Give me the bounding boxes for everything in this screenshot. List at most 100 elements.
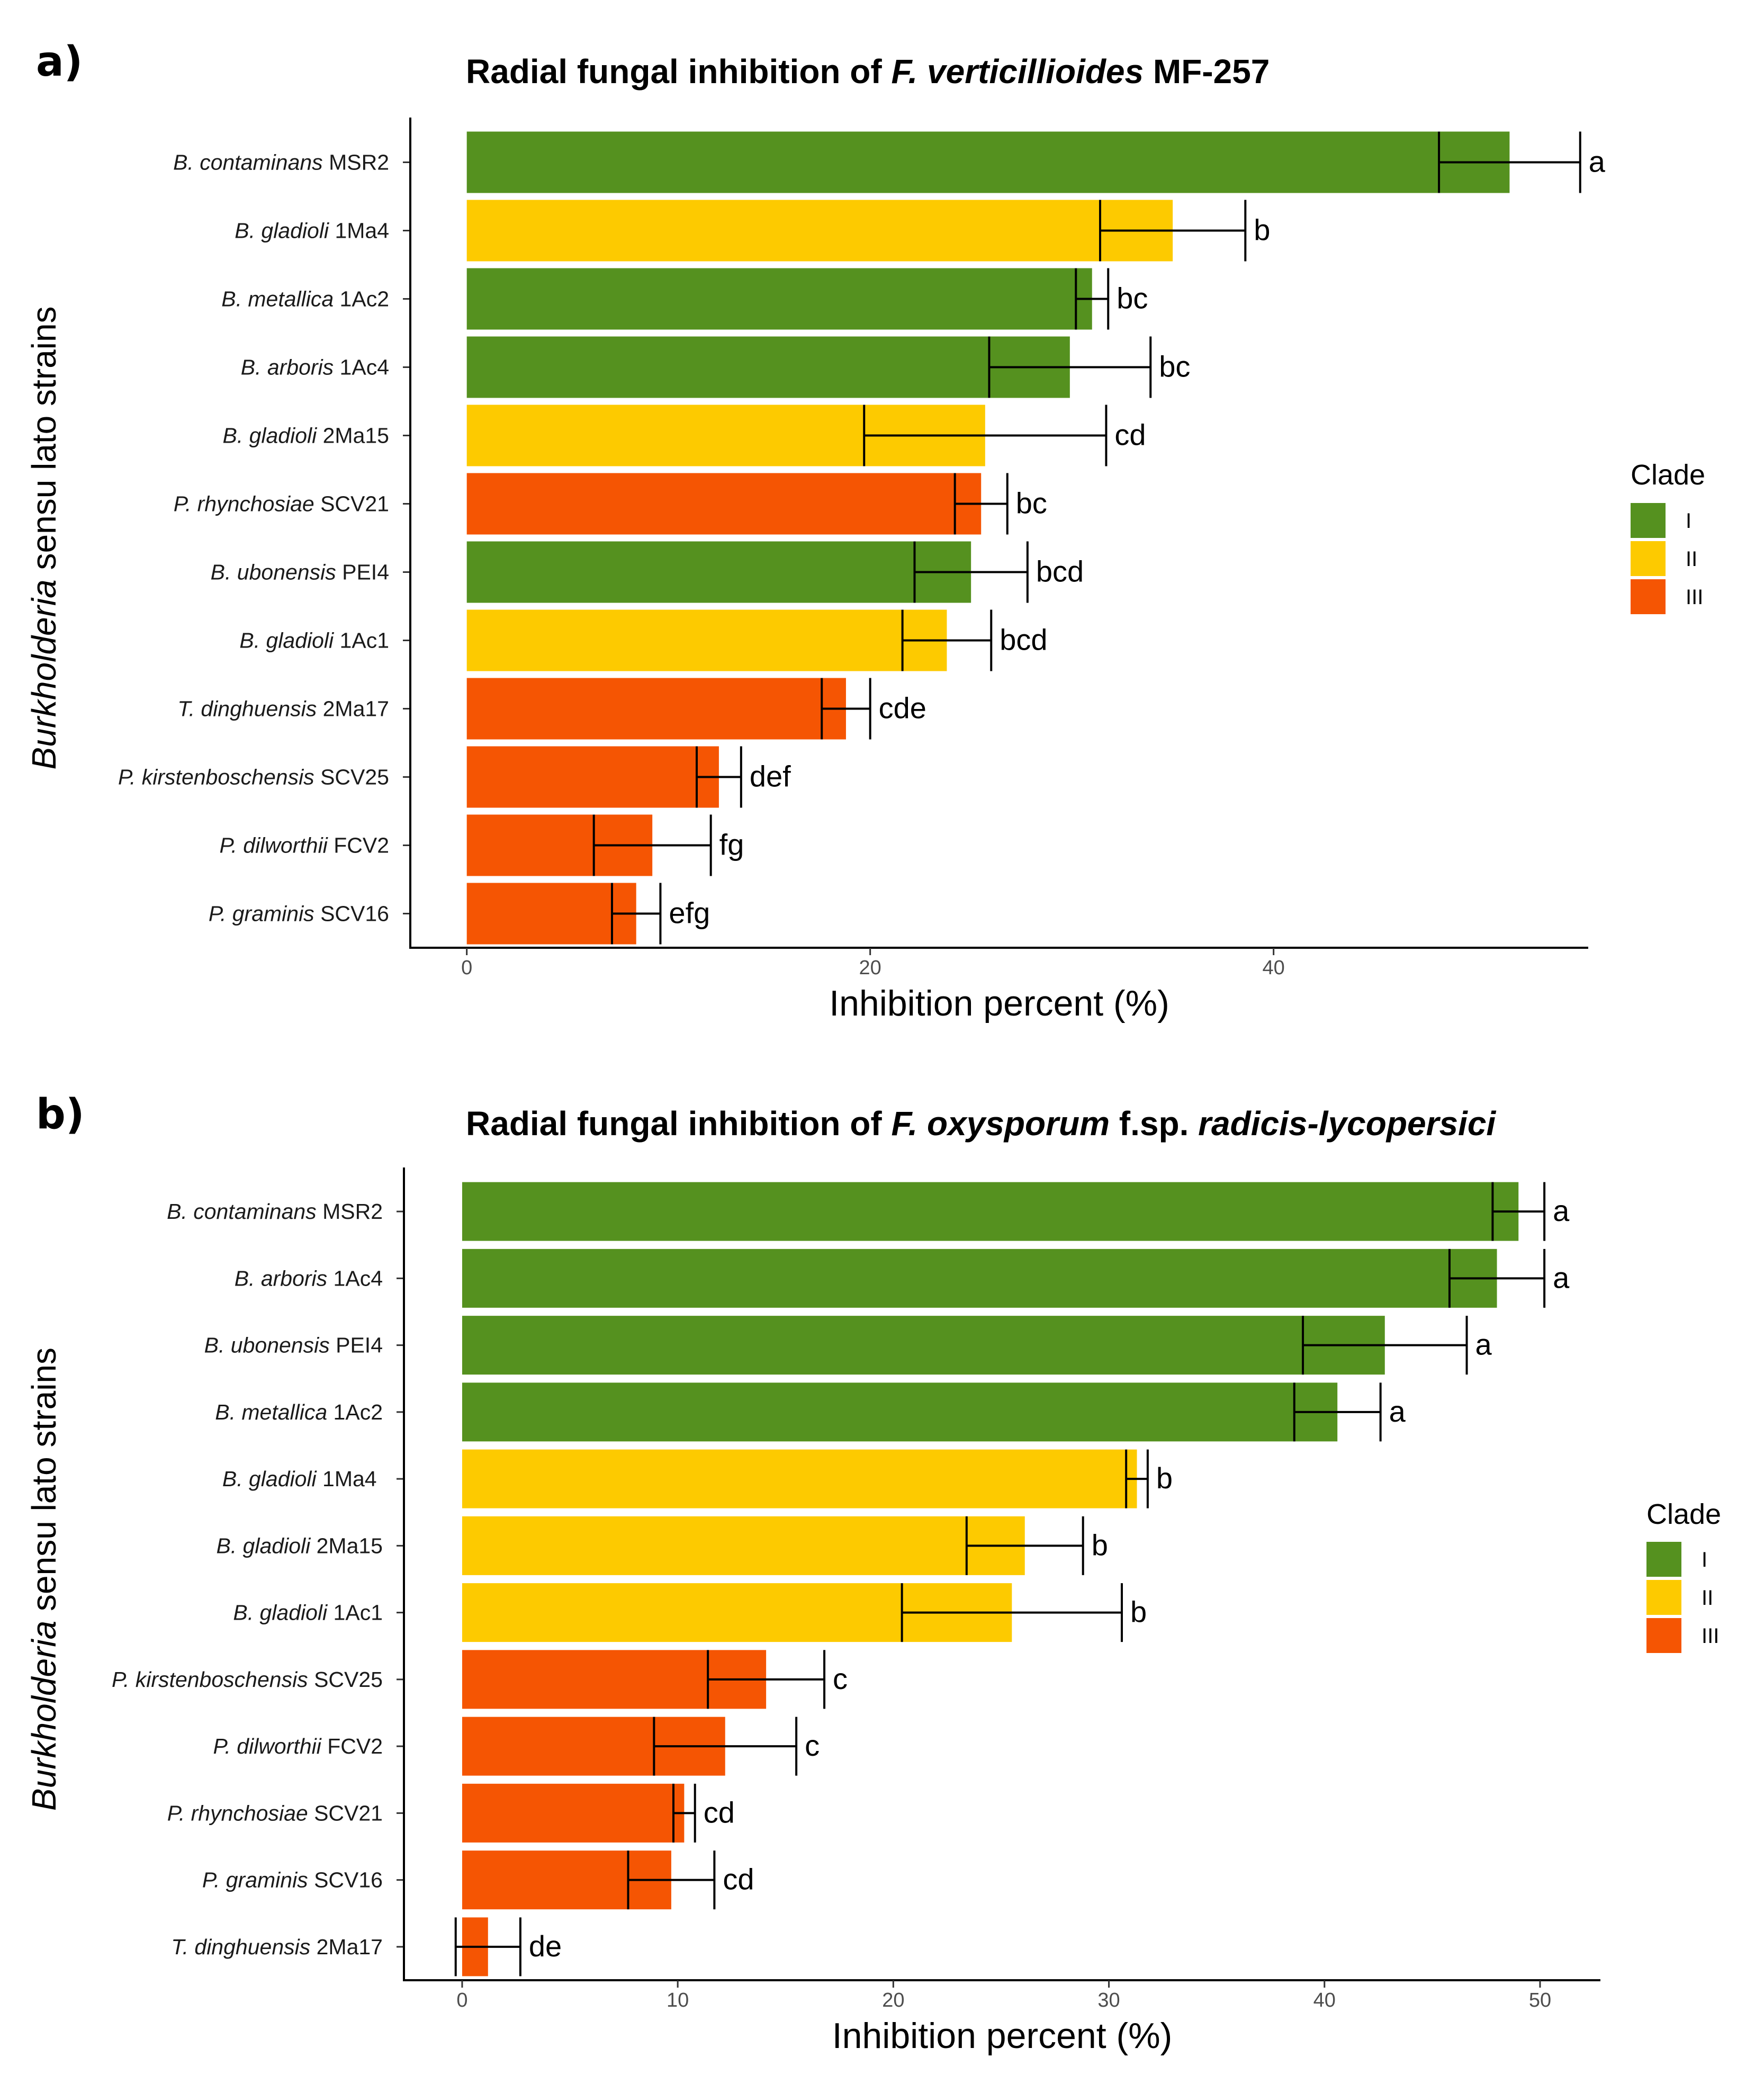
category-label: B. ubonensis PEI4 — [204, 1333, 383, 1358]
x-tick-label: 10 — [667, 1989, 689, 2011]
category-strain: 1Ma4 — [329, 219, 389, 243]
bar — [466, 678, 846, 740]
category-label: B. gladioli 2Ma15 — [222, 424, 389, 448]
category-label: B. arboris 1Ac4 — [241, 355, 389, 380]
x-tick-label: 0 — [461, 957, 472, 979]
category-strain: 1Ac1 — [327, 1601, 383, 1625]
legend-label-ii: II — [1702, 1586, 1713, 1610]
significance-letter: fg — [719, 828, 744, 861]
bar — [466, 609, 947, 671]
category-species: B. ubonensis — [204, 1333, 330, 1358]
bar — [466, 200, 1173, 262]
category-species: P. kirstenboschensis — [112, 1667, 308, 1692]
x-tick-label: 40 — [1313, 1989, 1336, 2011]
y-axis-title: Burkholderia sensu lato strains — [25, 1348, 63, 1811]
y-axis-title: Burkholderia sensu lato strains — [25, 306, 63, 769]
x-axis-title: Inhibition percent (%) — [829, 983, 1169, 1023]
bar — [466, 131, 1510, 193]
category-species: P. dilworthii — [219, 833, 328, 858]
category-label: P. rhynchosiae SCV21 — [174, 492, 389, 516]
significance-letter: de — [529, 1929, 562, 1963]
category-label: B. contaminans MSR2 — [167, 1199, 383, 1224]
chart-panel-a: a B. contaminans MSR2 b B. gladioli 1Ma4 bc B… — [25, 118, 1705, 1023]
category-label: B. gladioli 2Ma15 — [216, 1533, 383, 1558]
significance-letter: bc — [1117, 282, 1148, 315]
significance-letter: b — [1092, 1528, 1108, 1561]
significance-letter: bc — [1159, 350, 1190, 383]
category-strain: SCV16 — [308, 1868, 383, 1892]
category-strain: FCV2 — [328, 833, 389, 858]
category-label: P. rhynchosiae SCV21 — [167, 1801, 383, 1825]
legend-swatch-i — [1631, 503, 1666, 538]
category-label: B. gladioli 1Ma4 — [235, 219, 389, 243]
category-species: T. dinghuensis — [177, 697, 317, 721]
category-strain: 2Ma17 — [317, 697, 389, 721]
significance-letter: cd — [704, 1795, 735, 1829]
panel-b-title-forma: radicis-lycopersici — [1198, 1104, 1496, 1143]
category-label: P. graminis SCV16 — [209, 902, 389, 926]
panel-a-label: a) — [36, 38, 83, 86]
y-axis-title-rest: sensu lato strains — [25, 1348, 63, 1621]
category-species: B. contaminans — [167, 1199, 317, 1224]
category-strain: 1Ac1 — [334, 628, 389, 653]
legend-label-i: I — [1702, 1548, 1707, 1571]
x-tick-label: 30 — [1097, 1989, 1120, 2011]
category-label: B. ubonensis PEI4 — [211, 560, 389, 585]
significance-letter: a — [1475, 1328, 1492, 1361]
bar — [462, 1516, 1025, 1575]
legend-swatch-iii — [1631, 579, 1666, 614]
category-species: B. arboris — [241, 355, 334, 380]
panel-b-title: Radial fungal inhibition of F. oxysporum… — [466, 1104, 1496, 1143]
category-strain: MSR2 — [323, 150, 389, 175]
legend-label-iii: III — [1686, 586, 1703, 609]
significance-letter: a — [1589, 145, 1606, 178]
legend-label-iii: III — [1702, 1624, 1719, 1648]
x-axis-title: Inhibition percent (%) — [832, 2016, 1173, 2056]
legend-swatch-i — [1646, 1542, 1681, 1577]
category-species: B. gladioli — [235, 219, 330, 243]
significance-letter: cde — [879, 691, 926, 725]
category-strain: SCV16 — [314, 902, 389, 926]
category-species: P. graminis — [202, 1868, 308, 1892]
x-tick-label: 40 — [1263, 957, 1285, 979]
panel-b-title-prefix: Radial fungal inhibition of — [466, 1104, 892, 1143]
category-species: B. gladioli — [233, 1601, 328, 1625]
legend-label-ii: II — [1686, 547, 1697, 571]
panel-a-title-prefix: Radial fungal inhibition of — [466, 52, 892, 91]
significance-letter: c — [833, 1662, 848, 1695]
category-strain: SCV25 — [308, 1667, 383, 1692]
category-strain: PEI4 — [336, 560, 389, 585]
significance-letter: bc — [1016, 487, 1047, 520]
panel-a-title: Radial fungal inhibition of F. verticill… — [466, 52, 1270, 91]
x-tick-label: 0 — [456, 1989, 467, 2011]
category-species: B. gladioli — [239, 628, 335, 653]
category-strain: SCV25 — [314, 765, 389, 789]
significance-letter: c — [805, 1729, 820, 1762]
panel-b-title-species: F. oxysporum — [891, 1104, 1110, 1143]
category-strain: SCV21 — [308, 1801, 383, 1825]
significance-letter: bcd — [1036, 555, 1084, 588]
category-species: B. contaminans — [173, 150, 323, 175]
legend-title: Clade — [1646, 1498, 1721, 1530]
category-strain: 1Ac4 — [327, 1266, 383, 1290]
category-label: T. dinghuensis 2Ma17 — [171, 1935, 383, 1959]
bar — [466, 883, 636, 945]
category-label: B. metallica 1Ac2 — [215, 1400, 383, 1424]
bar — [462, 1382, 1338, 1442]
legend-swatch-ii — [1646, 1580, 1681, 1615]
x-tick-label: 20 — [859, 957, 881, 979]
significance-letter: a — [1389, 1395, 1406, 1428]
bar — [462, 1182, 1519, 1241]
category-species: B. gladioli — [216, 1533, 311, 1558]
category-species: P. rhynchosiae — [174, 492, 314, 516]
significance-letter: cd — [723, 1863, 754, 1896]
significance-letter: cd — [1114, 418, 1146, 452]
category-species: B. metallica — [215, 1400, 327, 1424]
category-label: P. dilworthii FCV2 — [213, 1734, 383, 1758]
panel-a-title-suffix: MF-257 — [1144, 52, 1270, 91]
category-label: P. kirstenboschensis SCV25 — [118, 765, 389, 789]
category-strain: FCV2 — [321, 1734, 383, 1758]
category-label: B. arboris 1Ac4 — [235, 1266, 383, 1290]
category-strain: 2Ma15 — [317, 424, 389, 448]
